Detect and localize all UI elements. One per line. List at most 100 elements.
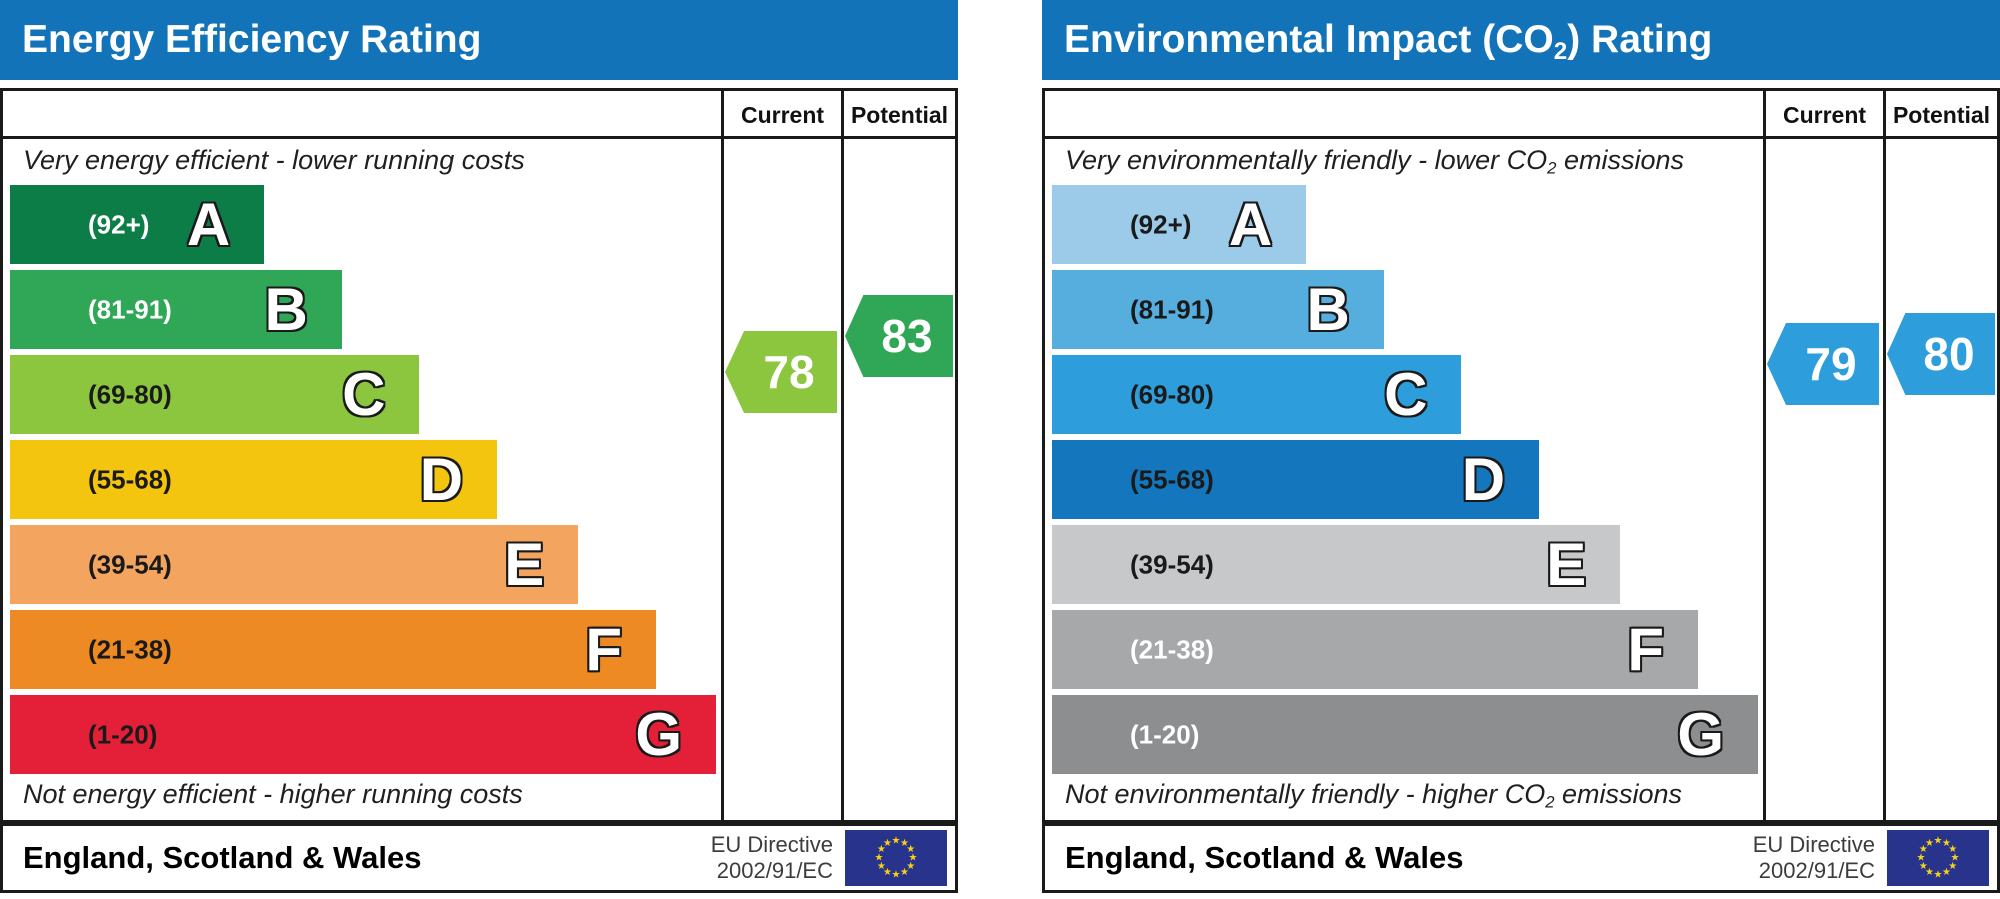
band-letter: B: [1306, 275, 1350, 343]
svg-text:★: ★: [1925, 867, 1934, 878]
eu-directive-label: EU Directive 2002/91/EC: [711, 832, 833, 884]
band-row-a: (92+) A: [10, 185, 265, 264]
band-letter: G: [1677, 700, 1724, 768]
band-range-label: (81-91): [88, 294, 172, 324]
band-range-label: (1-20): [1130, 719, 1200, 749]
band-range-label: (1-20): [88, 719, 158, 749]
eu-flag-icon: ★ ★★ ★★★ ★★★ ★★★: [845, 830, 947, 886]
eu-flag-icon: ★ ★★ ★★★ ★★★ ★★★: [1887, 830, 1989, 886]
hint-text: Not energy efficient - higher running co…: [23, 779, 523, 809]
band-range-label: (81-91): [1130, 294, 1214, 324]
svg-text:★: ★: [883, 838, 892, 849]
svg-text:★: ★: [906, 861, 915, 872]
svg-text:★: ★: [1919, 861, 1928, 872]
chart-title-bar: Environmental Impact (CO2) Rating: [1042, 0, 2000, 80]
svg-text:★: ★: [883, 867, 892, 878]
hint-text: Not environmentally friendly - higher CO: [1065, 779, 1546, 809]
current-rating-value: 78: [763, 346, 815, 398]
svg-text:★: ★: [1919, 844, 1928, 855]
band-range-label: (69-80): [88, 379, 172, 409]
svg-text:★: ★: [1925, 838, 1934, 849]
svg-text:★: ★: [877, 861, 886, 872]
band-range-label: (92+): [1130, 209, 1192, 239]
band-letter: D: [419, 445, 464, 513]
current-arrow: 79: [1767, 323, 1879, 405]
efficiency-hint-bottom: Not energy efficient - higher running co…: [23, 779, 523, 813]
hint-text: Very environmentally friendly - lower CO: [1065, 145, 1548, 175]
eu-directive-line1: EU Directive: [710, 832, 833, 858]
rating-table: Current Potential Very environmentally f…: [1042, 88, 2000, 823]
band-row-c: (69-80) C: [10, 355, 420, 434]
band-letter: B: [264, 275, 308, 343]
header-divider: [1045, 136, 1997, 139]
column-header-potential: Potential: [850, 102, 949, 128]
chart-title-subscript: 2: [1553, 37, 1568, 65]
band-letter: G: [635, 700, 682, 768]
svg-text:★: ★: [900, 838, 909, 849]
band-list: (92+) A (81-91) B (69-80) C (55-68) D (3…: [1052, 185, 1758, 780]
band-letter: D: [1461, 445, 1506, 513]
eu-directive-line1: EU Directive: [1752, 832, 1875, 858]
chart-title-bar: Energy Efficiency Rating: [0, 0, 958, 80]
eu-directive-line2: 2002/91/EC: [1758, 858, 1875, 883]
band-list: (92+) A (81-91) B (69-80) C (55-68) D (3…: [10, 185, 716, 780]
chart-title: Energy Efficiency Rating: [22, 18, 482, 61]
potential-rating-value: 83: [881, 310, 933, 362]
footer-region-label: England, Scotland & Wales: [1065, 840, 1464, 875]
current-arrow: 78: [725, 331, 837, 413]
header-divider: [3, 136, 955, 139]
energy-efficiency-rating-chart: Energy Efficiency Rating Current Potenti…: [0, 0, 958, 899]
hint-suffix: emissions: [1554, 779, 1683, 809]
band-letter: E: [504, 530, 545, 598]
current-rating-value: 79: [1805, 338, 1857, 390]
band-letter: C: [1384, 360, 1428, 428]
band-row-c: (69-80) C: [1052, 355, 1462, 434]
band-letter: F: [585, 615, 622, 683]
rating-table: Current Potential Very energy efficient …: [0, 88, 958, 823]
eu-directive-line2: 2002/91/EC: [716, 858, 833, 883]
band-row-e: (39-54) E: [1052, 525, 1621, 604]
band-range-label: (39-54): [88, 549, 172, 579]
band-row-a: (92+) A: [1052, 185, 1307, 264]
band-row-g: (1-20) G: [1052, 695, 1758, 774]
svg-text:★: ★: [1917, 853, 1926, 864]
footer-region-label: England, Scotland & Wales: [23, 840, 422, 875]
potential-arrow: 80: [1887, 313, 1995, 395]
eu-directive-label: EU Directive 2002/91/EC: [1753, 832, 1875, 884]
svg-text:★: ★: [1934, 870, 1943, 881]
hint-text: Very energy efficient - lower running co…: [23, 145, 525, 175]
band-letter: E: [1546, 530, 1587, 598]
svg-text:★: ★: [909, 853, 918, 864]
band-range-label: (39-54): [1130, 549, 1214, 579]
potential-column-divider: [1883, 91, 1886, 820]
chart-footer: England, Scotland & Wales EU Directive 2…: [1042, 823, 2000, 893]
band-letter: A: [1228, 190, 1273, 258]
band-range-label: (69-80): [1130, 379, 1214, 409]
impact-hint-top: Very environmentally friendly - lower CO…: [1065, 145, 1684, 179]
potential-rating-value: 80: [1923, 328, 1975, 380]
column-header-current: Current: [740, 102, 825, 128]
svg-text:★: ★: [875, 853, 884, 864]
svg-text:★: ★: [1942, 838, 1951, 849]
band-row-f: (21-38) F: [10, 610, 656, 689]
svg-text:★: ★: [906, 844, 915, 855]
svg-text:★: ★: [1948, 861, 1957, 872]
svg-text:★: ★: [1934, 836, 1943, 847]
band-letter: C: [342, 360, 386, 428]
column-header-current: Current: [1782, 102, 1867, 128]
environmental-impact-rating-chart: Environmental Impact (CO2) Rating Curren…: [1042, 0, 2000, 899]
hint-suffix: emissions: [1556, 145, 1685, 175]
band-row-b: (81-91) B: [10, 270, 342, 349]
svg-text:★: ★: [892, 836, 901, 847]
svg-text:★: ★: [900, 867, 909, 878]
potential-column-divider: [841, 91, 844, 820]
band-row-d: (55-68) D: [10, 440, 498, 519]
band-row-b: (81-91) B: [1052, 270, 1384, 349]
band-letter: A: [186, 190, 231, 258]
svg-text:★: ★: [1951, 853, 1960, 864]
svg-text:★: ★: [877, 844, 886, 855]
efficiency-hint-top: Very energy efficient - lower running co…: [23, 145, 525, 179]
svg-text:★: ★: [1942, 867, 1951, 878]
band-range-label: (21-38): [88, 634, 172, 664]
band-row-f: (21-38) F: [1052, 610, 1698, 689]
